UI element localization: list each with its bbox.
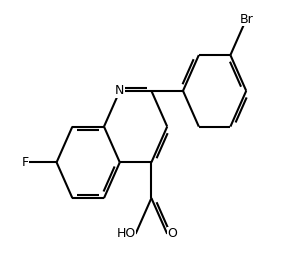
Text: O: O bbox=[167, 227, 177, 240]
Text: Br: Br bbox=[239, 13, 253, 26]
Text: HO: HO bbox=[116, 227, 135, 240]
Text: N: N bbox=[115, 84, 125, 97]
Text: F: F bbox=[22, 156, 28, 169]
